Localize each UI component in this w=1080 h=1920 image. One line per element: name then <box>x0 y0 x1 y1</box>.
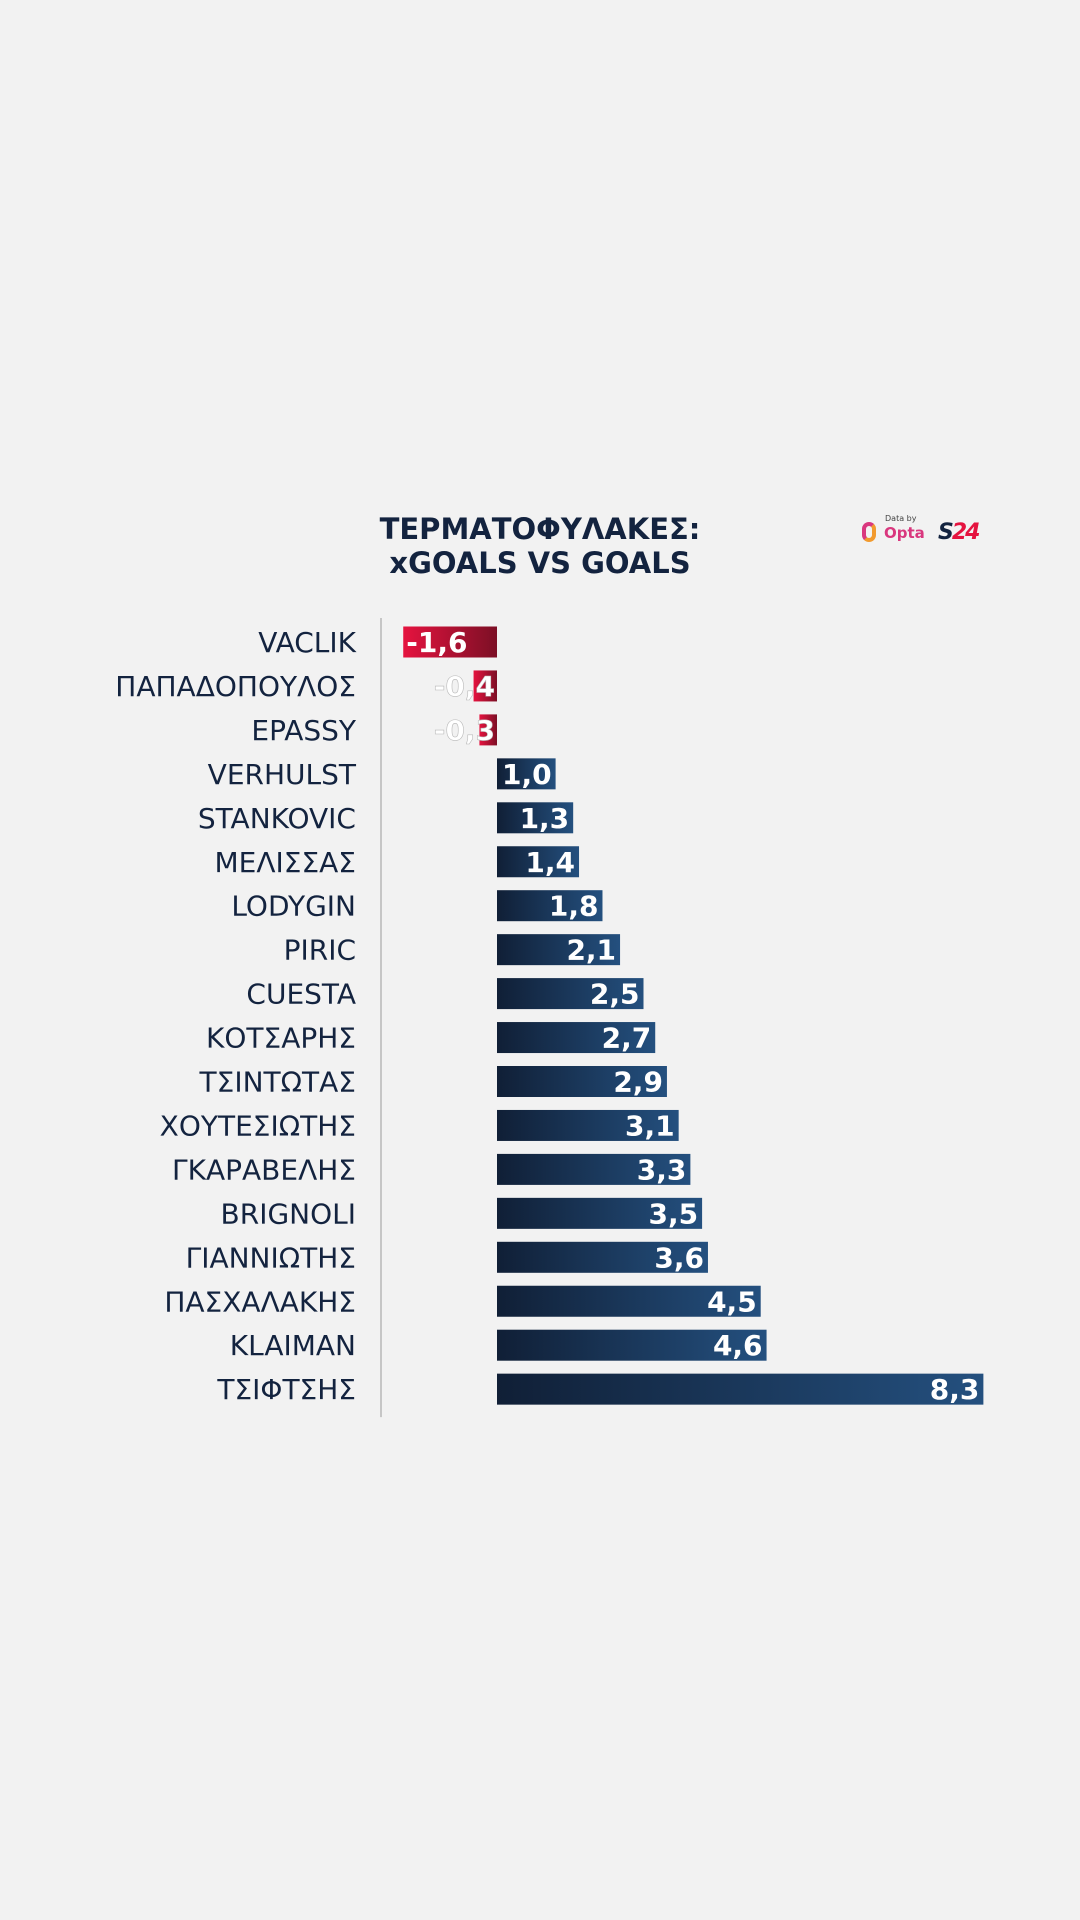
player-name-label: ΧΟΥΤΕΣΙΩΤΗΣ <box>160 1109 356 1142</box>
bar-row: ΧΟΥΤΕΣΙΩΤΗΣ 3,1 <box>160 1109 679 1142</box>
positive-bar <box>497 1109 679 1141</box>
player-name-label: LODYGIN <box>231 890 356 923</box>
player-name-label: PIRIC <box>284 934 356 967</box>
player-name-label: EPASSY <box>251 714 356 747</box>
bar-value-label: 1,4 <box>525 846 575 879</box>
bar-row: EPASSY -0,3 <box>251 714 497 747</box>
bar-row: ΠΑΠΑΔΟΠΟΥΛΟΣ -0,4 <box>115 670 497 703</box>
player-name-label: VERHULST <box>208 758 357 791</box>
bar-row: ΠΑΣΧΑΛΑΚΗΣ 4,5 <box>164 1285 761 1318</box>
bar-value-label: 3,5 <box>648 1197 698 1230</box>
positive-bar <box>497 890 603 922</box>
bar-row: ΜΕΛΙΣΣΑΣ 1,4 <box>215 846 580 879</box>
positive-bar <box>497 1066 667 1097</box>
positive-bar <box>497 846 580 878</box>
bar-value-label: 1,3 <box>520 802 570 835</box>
positive-bar <box>497 1329 767 1361</box>
chart-title-line-1: ΤΕΡΜΑΤΟΦΥΛΑΚΕΣ: <box>379 512 701 546</box>
player-name-label: STANKOVIC <box>198 802 356 835</box>
opta-logo-icon <box>862 522 876 542</box>
bar-value-label: 3,1 <box>625 1109 675 1142</box>
player-name-label: ΓΙΑΝΝΙΩΤΗΣ <box>186 1241 356 1274</box>
positive-bar <box>497 802 574 834</box>
player-name-label: ΜΕΛΙΣΣΑΣ <box>215 846 357 879</box>
bar-row: ΓΙΑΝΝΙΩΤΗΣ 3,6 <box>186 1241 708 1274</box>
player-name-label: VACLIK <box>258 626 356 659</box>
s24-logo-s: S <box>938 520 954 545</box>
bar-row: ΓΚΑΡΑΒΕΛΗΣ 3,3 <box>172 1153 691 1186</box>
player-name-label: ΚΟΤΣΑΡΗΣ <box>206 1022 356 1055</box>
player-name-label: BRIGNOLI <box>221 1197 356 1230</box>
player-name-label: ΠΑΣΧΑΛΑΚΗΣ <box>164 1285 356 1318</box>
positive-bar <box>497 1241 708 1273</box>
opta-logo-text: Opta <box>884 524 925 542</box>
bar-row: KLAIMAN 4,6 <box>230 1329 767 1362</box>
chart-title-line-2: xGOALS VS GOALS <box>389 546 691 580</box>
bar-value-label: 1,0 <box>502 758 552 791</box>
bar-value-label: -1,6 <box>406 626 467 659</box>
player-name-label: ΤΣΙΝΤΩΤΑΣ <box>199 1066 356 1099</box>
bar-row: CUESTA 2,5 <box>246 978 644 1011</box>
bar-row: LODYGIN 1,8 <box>231 890 603 923</box>
positive-bar <box>497 1285 761 1317</box>
bar-value-label: 2,1 <box>566 934 616 967</box>
bar-value-label: 3,3 <box>637 1153 687 1186</box>
bar-value-label: 4,5 <box>707 1285 757 1318</box>
negative-bar <box>479 714 497 746</box>
bar-row: VACLIK -1,6 <box>258 626 497 659</box>
bar-value-label: 8,3 <box>930 1373 980 1406</box>
negative-bar <box>403 626 497 658</box>
player-name-label: ΠΑΠΑΔΟΠΟΥΛΟΣ <box>115 670 356 703</box>
player-name-label: ΤΣΙΦΤΣΗΣ <box>216 1373 356 1406</box>
bar-row: STANKOVIC 1,3 <box>198 802 574 835</box>
bar-value-label: -0,4 <box>434 670 495 703</box>
bar-value-label: 4,6 <box>713 1329 763 1362</box>
positive-bar <box>497 1022 656 1054</box>
bar-row: ΤΣΙΝΤΩΤΑΣ 2,9 <box>199 1066 667 1099</box>
positive-bar <box>497 758 556 790</box>
bar-value-label: -0,3 <box>434 714 495 747</box>
bar-value-label: 2,9 <box>613 1066 663 1099</box>
positive-bar <box>497 1373 984 1405</box>
player-name-label: CUESTA <box>246 978 356 1011</box>
bar-row: PIRIC 2,1 <box>284 934 621 967</box>
bar-value-label: 2,7 <box>602 1022 652 1055</box>
logos: Data by Opta S24 <box>860 514 990 548</box>
data-by-label: Data by <box>885 514 917 523</box>
bars-group: VACLIK -1,6 ΠΑΠΑΔΟΠΟΥΛΟΣ -0,4 EPASSY -0,3 VERH… <box>115 626 984 1406</box>
player-name-label: ΓΚΑΡΑΒΕΛΗΣ <box>172 1153 356 1186</box>
bar-value-label: 3,6 <box>654 1241 704 1274</box>
s24-logo-24: 24 <box>951 520 981 545</box>
positive-bar <box>497 1153 691 1185</box>
bar-row: ΚΟΤΣΑΡΗΣ 2,7 <box>206 1022 656 1055</box>
bar-value-label: 1,8 <box>549 890 599 923</box>
s24-logo: S24 <box>938 520 981 545</box>
player-name-label: KLAIMAN <box>230 1329 356 1362</box>
positive-bar <box>497 934 621 966</box>
bar-row: VERHULST 1,0 <box>208 758 556 791</box>
negative-bar <box>473 670 497 702</box>
positive-bar <box>497 978 644 1010</box>
positive-bar <box>497 1197 703 1229</box>
bar-value-label: 2,5 <box>590 978 640 1011</box>
chart-title: ΤΕΡΜΑΤΟΦΥΛΑΚΕΣ: xGOALS VS GOALS <box>340 512 740 580</box>
bar-row: BRIGNOLI 3,5 <box>221 1197 703 1230</box>
bar-row: ΤΣΙΦΤΣΗΣ 8,3 <box>216 1373 984 1406</box>
